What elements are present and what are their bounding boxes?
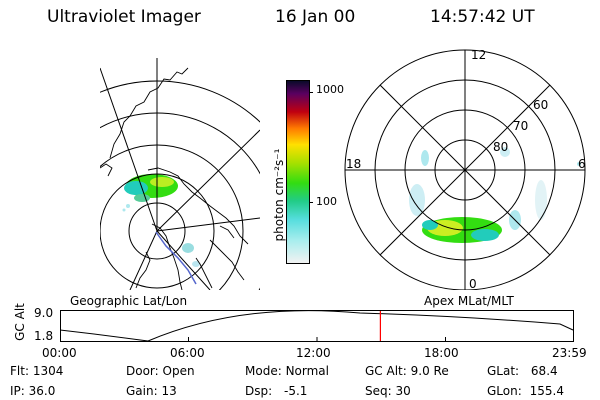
gain-info: Gain: 13 (126, 384, 177, 398)
colorbar-tick-mark-100 (309, 202, 313, 203)
gcalt-label: GC Alt: (365, 364, 407, 378)
door-label: Door: (126, 364, 159, 378)
mlat-label-70: 70 (513, 119, 529, 133)
glat-info: GLat: 68.4 (487, 364, 558, 378)
orbit-plot-frame (60, 310, 574, 342)
gain-value: 13 (161, 384, 177, 398)
orbit-ytick-9: 9.0 (34, 306, 54, 320)
orbit-axis-label: GC Alt (13, 300, 27, 341)
orbit-xtick-1800: 18:00 (424, 346, 459, 360)
orbit-xtick-1200: 12:00 (296, 346, 331, 360)
orbit-xtick-0000: 00:00 (42, 346, 77, 360)
orbit-axis-label-text: GC Alt (13, 303, 27, 341)
seq-label: Seq: (365, 384, 392, 398)
polar-plot (344, 49, 586, 290)
ip-info: IP: 36.0 (10, 384, 55, 398)
mode-value: Normal (285, 364, 329, 378)
seq-value: 30 (395, 384, 411, 398)
glat-value: 68.4 (530, 364, 558, 378)
coastlines (100, 67, 249, 290)
colorbar-tick-100: 100 (316, 195, 337, 208)
glat-label: GLat: (487, 364, 520, 378)
flt-label: Flt: (10, 364, 29, 378)
orbit-altitude-curve (60, 310, 574, 342)
colorbar (286, 80, 310, 264)
mode-info: Mode: Normal (245, 364, 329, 378)
mlat-label-80: 80 (493, 140, 509, 154)
colorbar-tick-mark-1000 (309, 92, 313, 93)
geographic-caption: Geographic Lat/Lon (70, 294, 188, 308)
flt-info: Flt: 1304 (10, 364, 63, 378)
date-label: 16 Jan 00 (275, 7, 356, 27)
dsp-info: Dsp: -5.1 (245, 384, 307, 398)
gcalt-value: 9.0 Re (410, 364, 449, 378)
orbit-xtick-0600: 06:00 (170, 346, 205, 360)
colorbar-unit-label: photon cm⁻²s⁻¹ (272, 148, 286, 242)
mlt-label-0: 0 (469, 277, 477, 291)
seq-info: Seq: 30 (365, 384, 411, 398)
orbit-altitude-plot (60, 310, 574, 342)
orbit-xtick-2359: 23:59 (552, 346, 587, 360)
lat-lon-grid (100, 58, 260, 290)
door-info: Door: Open (126, 364, 195, 378)
apex-caption: Apex MLat/MLT (424, 294, 514, 308)
dsp-label: Dsp: (245, 384, 273, 398)
glon-value: 155.4 (529, 384, 564, 398)
mode-label: Mode: (245, 364, 282, 378)
gcalt-info: GC Alt: 9.0 Re (365, 364, 449, 378)
glon-info: GLon: 155.4 (487, 384, 564, 398)
door-value: Open (162, 364, 195, 378)
satellite-track (155, 231, 197, 285)
time-label: 14:57:42 UT (430, 7, 535, 27)
mlt-label-18: 18 (346, 157, 362, 171)
mlt-label-12: 12 (471, 48, 487, 62)
geographic-image (100, 58, 260, 290)
auroral-oval (409, 147, 581, 243)
mlt-label-6: 6 (578, 157, 586, 171)
mlat-mlt-grid (344, 49, 586, 290)
gain-label: Gain: (126, 384, 158, 398)
dsp-value: -5.1 (283, 384, 308, 398)
mlat-label-60: 60 (533, 98, 549, 112)
glon-label: GLon: (487, 384, 522, 398)
ip-label: IP: (10, 384, 25, 398)
instrument-title: Ultraviolet Imager (47, 7, 201, 27)
orbit-ytick-1.8: 1.8 (34, 329, 54, 343)
colorbar-tick-1000: 1000 (316, 83, 344, 96)
ip-value: 36.0 (28, 384, 56, 398)
flt-value: 1304 (32, 364, 64, 378)
